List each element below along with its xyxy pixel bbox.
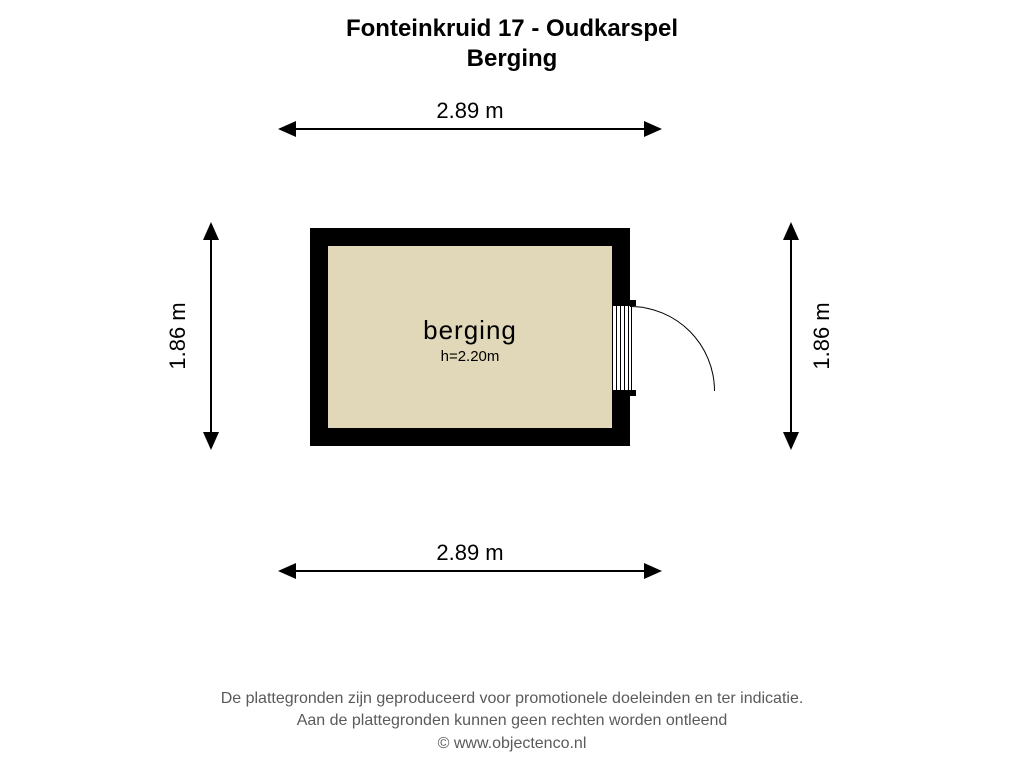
- title-line-2: Berging: [0, 44, 1024, 74]
- room-height: h=2.20m: [423, 348, 517, 365]
- room-label: berging h=2.20m: [423, 315, 517, 365]
- footer-line-1: De plattegronden zijn geproduceerd voor …: [0, 688, 1024, 710]
- dimension-right-label: 1.86 m: [809, 302, 835, 369]
- door-threshold: [612, 306, 632, 390]
- dimension-left-label: 1.86 m: [165, 302, 191, 369]
- room-name: berging: [423, 315, 517, 346]
- dimension-top-label: 2.89 m: [436, 98, 503, 124]
- dimension-top-line: [280, 128, 660, 130]
- title-block: Fonteinkruid 17 - Oudkarspel Berging: [0, 14, 1024, 74]
- door-swing-arc: [630, 306, 715, 391]
- dimension-right-line: [790, 224, 792, 448]
- footer: De plattegronden zijn geproduceerd voor …: [0, 688, 1024, 755]
- dimension-left-line: [210, 224, 212, 448]
- floorplan-canvas: Fonteinkruid 17 - Oudkarspel Berging 2.8…: [0, 0, 1024, 768]
- footer-line-3: © www.objectenco.nl: [0, 733, 1024, 755]
- dimension-bottom-line: [280, 570, 660, 572]
- footer-line-2: Aan de plattegronden kunnen geen rechten…: [0, 710, 1024, 732]
- title-line-1: Fonteinkruid 17 - Oudkarspel: [0, 14, 1024, 44]
- dimension-bottom-label: 2.89 m: [436, 540, 503, 566]
